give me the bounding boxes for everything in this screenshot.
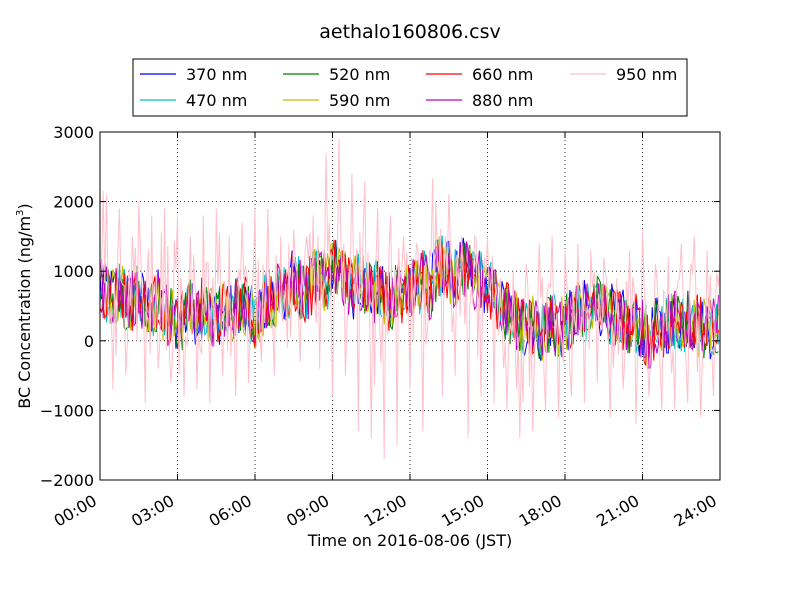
grid-layer: [100, 132, 720, 480]
y-tick-label: −1000: [40, 401, 94, 420]
y-axis-label-suffix: ): [15, 203, 34, 209]
y-tick-label: −2000: [40, 471, 94, 490]
y-axis-label-main: BC Concentration (ng/m: [15, 216, 34, 409]
series-line-950nm: [99, 138, 721, 460]
y-tick-label: 1000: [53, 262, 94, 281]
legend-frame: [132, 58, 688, 117]
legend-label-590nm: 590 nm: [329, 91, 390, 110]
legend-label-370nm: 370 nm: [186, 65, 247, 84]
y-axis-label-superscript: 3: [15, 210, 26, 216]
legend: 370 nm 470 nm 520 nm 590 nm 660 nm 880 n…: [132, 58, 688, 117]
y-tick-label: 2000: [53, 193, 94, 212]
series-layer: [99, 138, 721, 460]
chart-title: aethalo160806.csv: [319, 21, 501, 43]
legend-label-470nm: 470 nm: [186, 91, 247, 110]
legend-label-660nm: 660 nm: [472, 65, 533, 84]
legend-label-950nm: 950 nm: [616, 65, 677, 84]
series-line-660nm: [99, 235, 719, 366]
y-axis-label: BC Concentration (ng/m3): [15, 203, 34, 408]
y-tick-label: 3000: [53, 123, 94, 142]
legend-label-880nm: 880 nm: [472, 91, 533, 110]
y-tick-label: 0: [84, 332, 94, 351]
legend-label-520nm: 520 nm: [329, 65, 390, 84]
series-line-880nm: [99, 239, 719, 369]
x-axis-label: Time on 2016-08-06 (JST): [307, 531, 512, 550]
